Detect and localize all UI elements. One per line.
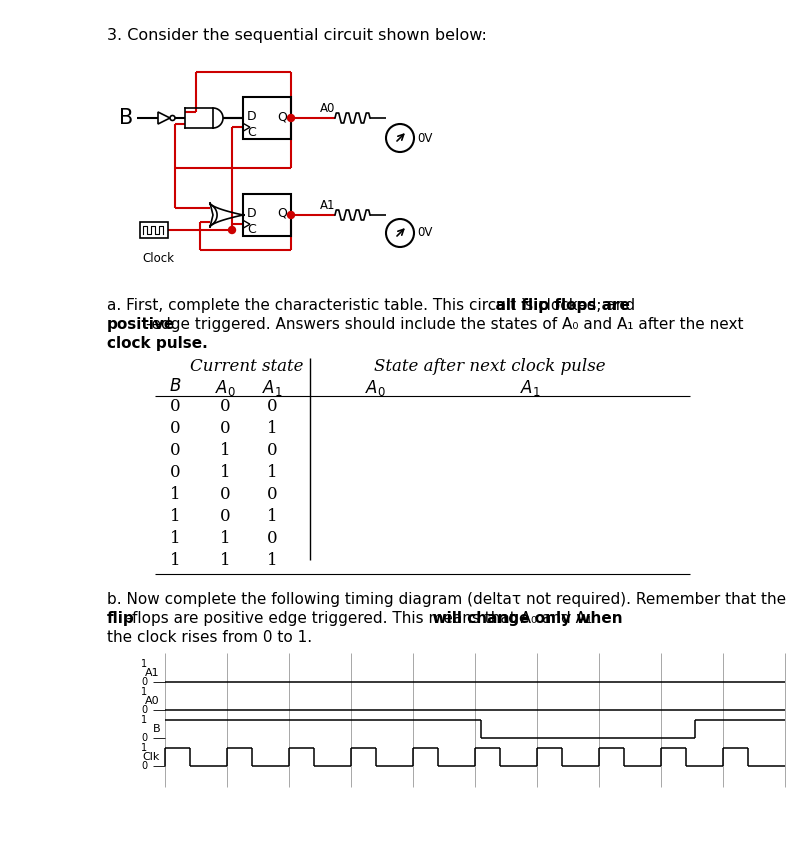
Text: 0: 0 [266,442,277,459]
Text: Clk: Clk [143,752,160,762]
Text: 1: 1 [266,420,277,437]
Text: C: C [247,223,256,236]
Text: $A_1$: $A_1$ [262,378,283,398]
Text: $A_1$: $A_1$ [520,378,540,398]
Text: 0V: 0V [417,227,433,239]
Text: 0: 0 [220,398,230,415]
Text: flip: flip [107,611,134,626]
Text: b. Now complete the following timing diagram (deltaτ not required). Remember tha: b. Now complete the following timing dia… [107,592,787,607]
Text: 0: 0 [141,677,147,687]
Text: -edge triggered. Answers should include the states of A₀ and A₁ after the next: -edge triggered. Answers should include … [107,317,744,332]
Text: 1: 1 [141,715,147,725]
Text: 0: 0 [220,420,230,437]
Circle shape [386,124,414,152]
Text: a. First, complete the characteristic table. This circuit is clocked; and: a. First, complete the characteristic ta… [107,298,640,313]
Text: will change only when: will change only when [107,611,623,626]
Text: $B$: $B$ [168,378,181,395]
Text: 1: 1 [169,552,181,569]
Text: positive: positive [107,317,175,332]
Text: clock pulse.: clock pulse. [107,336,207,351]
Text: C: C [247,126,256,139]
Text: 0: 0 [169,398,181,415]
Polygon shape [158,112,170,124]
Text: State after next clock pulse: State after next clock pulse [374,358,606,375]
Text: A1: A1 [320,199,335,212]
Circle shape [228,227,236,233]
Circle shape [288,114,295,122]
Text: 1: 1 [141,659,147,669]
Text: 0: 0 [141,705,147,715]
Bar [140,222,168,238]
Circle shape [288,212,295,219]
Text: 0V: 0V [417,131,433,144]
Text: 1: 1 [220,464,230,481]
Text: 1: 1 [220,530,230,547]
Text: 0: 0 [220,486,230,503]
Text: Current state: Current state [190,358,304,375]
Text: the clock rises from 0 to 1.: the clock rises from 0 to 1. [107,630,312,645]
Text: 1: 1 [141,743,147,753]
Text: 0: 0 [141,733,147,743]
Text: 0: 0 [169,464,181,481]
Circle shape [170,116,175,120]
Text: 3. Consider the sequential circuit shown below:: 3. Consider the sequential circuit shown… [107,28,487,43]
Bar [243,97,291,139]
Text: B: B [152,724,160,734]
Text: $A_0$: $A_0$ [364,378,386,398]
Circle shape [386,219,414,247]
Text: -flops are positive edge triggered. This means that A₀ and A₁: -flops are positive edge triggered. This… [107,611,597,626]
Text: 1: 1 [141,687,147,697]
Text: 1: 1 [266,552,277,569]
Bar [243,194,291,236]
Text: 1: 1 [220,552,230,569]
Text: all flip flops are: all flip flops are [107,298,630,313]
Text: A0: A0 [145,696,160,706]
Text: 0: 0 [169,442,181,459]
Text: 0: 0 [169,420,181,437]
Text: 1: 1 [169,486,181,503]
Text: 0: 0 [266,398,277,415]
Text: 1: 1 [266,508,277,525]
Text: A1: A1 [145,668,160,678]
Text: 0: 0 [141,761,147,771]
Text: D: D [247,207,257,220]
Text: Q: Q [277,110,287,123]
Text: $A_0$: $A_0$ [215,378,236,398]
Text: B: B [119,108,134,128]
Text: 1: 1 [169,508,181,525]
Text: Q: Q [277,207,287,220]
Text: 1: 1 [169,530,181,547]
Text: 1: 1 [220,442,230,459]
Text: 0: 0 [220,508,230,525]
Text: 1: 1 [266,464,277,481]
Text: A0: A0 [320,102,335,115]
Text: D: D [247,110,257,123]
Text: Clock: Clock [142,252,174,265]
Text: 0: 0 [266,530,277,547]
Text: 0: 0 [266,486,277,503]
